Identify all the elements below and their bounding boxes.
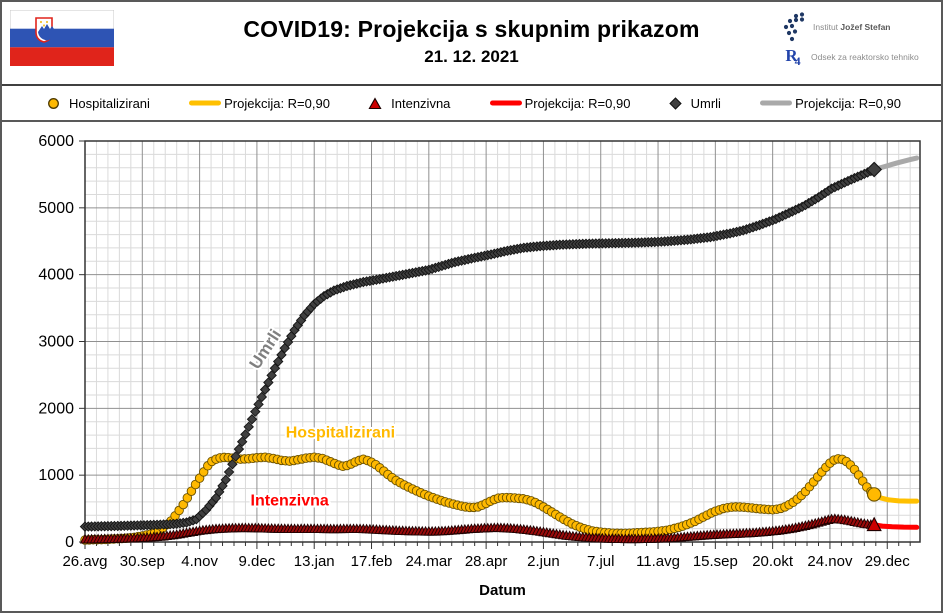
x-tick-label: 30.sep xyxy=(120,553,165,570)
x-tick-label: 7.jul xyxy=(587,553,615,570)
grid-major xyxy=(85,141,920,542)
legend-label: Hospitalizirani xyxy=(69,95,150,111)
y-tick-label: 6000 xyxy=(38,133,74,150)
report-date: 21. 12. 2021 xyxy=(424,47,519,66)
r4-logo-row: R4 Odsek za reaktorsko tehniko xyxy=(781,42,931,72)
projection-intenzivna xyxy=(871,522,920,530)
series-umrli xyxy=(79,161,883,532)
legend-item-intenzivna: Intenzivna xyxy=(368,96,450,111)
x-tick-label: 28.apr xyxy=(465,553,508,570)
x-tick-label: 24.nov xyxy=(807,553,853,570)
x-tick-label: 29.dec xyxy=(865,553,911,570)
x-tick-label: 9.dec xyxy=(239,553,276,570)
header: COVID19: Projekcija s skupnim prikazom 2… xyxy=(2,2,941,86)
legend-item-deaths-projection: Projekcija: R=0,90 xyxy=(759,96,901,111)
line-marker-icon xyxy=(189,100,222,106)
page-title: COVID19: Projekcija s skupnim prikazom xyxy=(243,16,700,42)
y-tick-label: 4000 xyxy=(38,267,74,284)
ijs-logo-text: Institut Jožef Stefan xyxy=(813,22,891,32)
slovenia-flag xyxy=(10,10,114,66)
legend-label: Projekcija: R=0,90 xyxy=(795,95,901,111)
x-axis-title: Datum xyxy=(479,582,526,599)
chart-legend: Hospitalizirani Projekcija: R=0,90 Inten… xyxy=(2,86,941,122)
series-label-hospitalizirani: Hospitalizirani xyxy=(286,425,395,442)
ijs-dots-icon xyxy=(783,12,805,42)
coat-of-arms xyxy=(35,17,56,43)
x-tick-label: 11.avg xyxy=(636,553,680,570)
legend-item-umrli: Umrli xyxy=(668,95,721,111)
chart-canvas: 26.avg 30.sep 4.nov 9.dec 13.jan 17.feb 24.mar… xyxy=(38,133,921,599)
circle-marker-icon xyxy=(48,97,59,109)
x-tick-label: 20.okt xyxy=(752,553,794,570)
y-tick-label: 1000 xyxy=(38,467,74,484)
y-tick-label: 0 xyxy=(65,534,74,551)
legend-item-hosp-projection: Projekcija: R=0,90 xyxy=(188,96,330,111)
line-marker-icon xyxy=(760,100,793,106)
series-intenzivna xyxy=(79,513,882,544)
legend-label: Intenzivna xyxy=(391,95,451,111)
x-tick-label: 2.jun xyxy=(527,553,560,570)
y-tick-label: 5000 xyxy=(38,200,74,217)
x-tick-label: 4.nov xyxy=(181,553,218,570)
y-tick-label: 3000 xyxy=(38,334,74,351)
legend-label: Projekcija: R=0,90 xyxy=(224,95,330,111)
ijs-logo-row: Institut Jožef Stefan xyxy=(781,12,931,42)
series-label-intenzivna: Intenzivna xyxy=(251,493,329,510)
x-tick-label: 26.avg xyxy=(62,553,107,570)
projection-chart: 26.avg 30.sep 4.nov 9.dec 13.jan 17.feb 24.mar… xyxy=(2,122,941,611)
legend-label: Umrli xyxy=(690,95,721,111)
x-tick-label: 13.jan xyxy=(294,553,335,570)
projection-umrli xyxy=(871,155,920,172)
legend-item-icu-projection: Projekcija: R=0,90 xyxy=(489,95,631,111)
x-tick-label: 17.feb xyxy=(351,553,393,570)
x-tick-label: 15.sep xyxy=(693,553,738,570)
legend-label: Projekcija: R=0,90 xyxy=(524,95,631,111)
r4-logo-text: Odsek za reaktorsko tehniko xyxy=(811,52,919,62)
line-marker-icon xyxy=(489,100,522,106)
axis-ticks xyxy=(79,140,911,549)
x-tick-label: 24.mar xyxy=(405,553,452,570)
logos: Institut Jožef Stefan R4 Odsek za reakto… xyxy=(781,12,931,72)
diamond-marker-icon xyxy=(668,96,682,110)
legend-item-hospitalizirani: Hospitalizirani xyxy=(47,96,150,111)
r4-icon: R4 xyxy=(785,46,801,68)
triangle-marker-icon xyxy=(368,96,382,109)
y-tick-label: 2000 xyxy=(38,400,74,417)
